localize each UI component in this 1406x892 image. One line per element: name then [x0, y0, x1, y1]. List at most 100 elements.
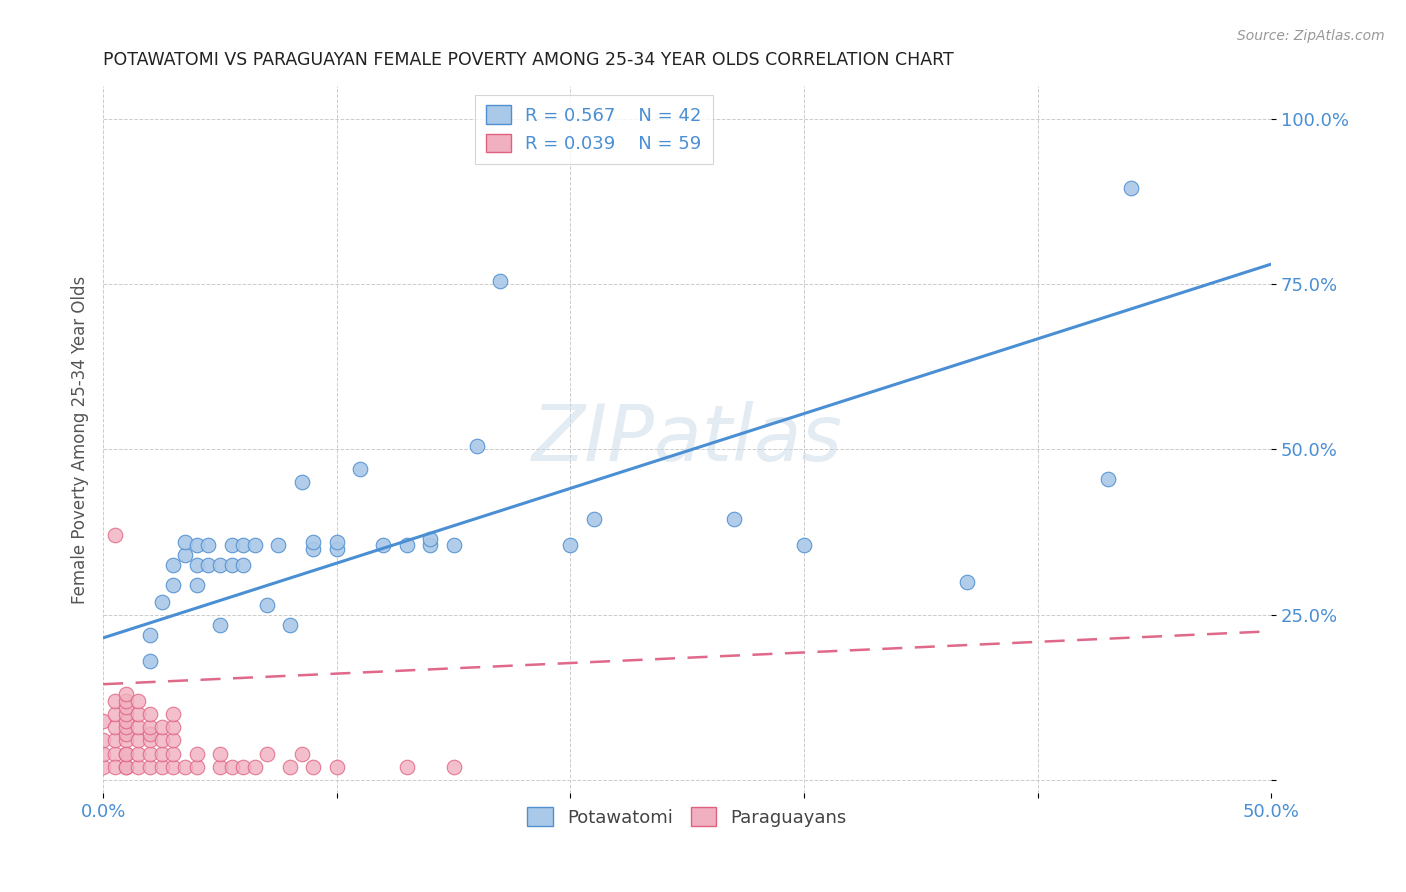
- Point: [278, 617, 301, 632]
- Point: [243, 760, 266, 774]
- Point: [162, 720, 184, 734]
- Point: [91, 733, 114, 747]
- Point: [395, 538, 418, 552]
- Point: [489, 274, 512, 288]
- Point: [325, 541, 347, 556]
- Point: [115, 687, 138, 701]
- Point: [127, 720, 149, 734]
- Text: ZIPatlas: ZIPatlas: [531, 401, 842, 477]
- Point: [127, 747, 149, 761]
- Point: [173, 535, 195, 549]
- Point: [302, 535, 325, 549]
- Point: [139, 727, 162, 741]
- Point: [104, 733, 127, 747]
- Point: [115, 700, 138, 714]
- Point: [186, 747, 208, 761]
- Y-axis label: Female Poverty Among 25-34 Year Olds: Female Poverty Among 25-34 Year Olds: [72, 276, 89, 604]
- Point: [150, 594, 173, 608]
- Point: [302, 760, 325, 774]
- Point: [395, 760, 418, 774]
- Point: [208, 760, 231, 774]
- Point: [373, 538, 395, 552]
- Point: [221, 538, 243, 552]
- Point: [115, 760, 138, 774]
- Point: [349, 462, 371, 476]
- Point: [243, 538, 266, 552]
- Point: [127, 694, 149, 708]
- Point: [115, 747, 138, 761]
- Point: [139, 706, 162, 721]
- Text: POTAWATOMI VS PARAGUAYAN FEMALE POVERTY AMONG 25-34 YEAR OLDS CORRELATION CHART: POTAWATOMI VS PARAGUAYAN FEMALE POVERTY …: [103, 51, 953, 69]
- Point: [115, 694, 138, 708]
- Point: [291, 475, 314, 490]
- Point: [325, 535, 347, 549]
- Point: [956, 574, 979, 589]
- Point: [139, 760, 162, 774]
- Point: [221, 760, 243, 774]
- Point: [186, 760, 208, 774]
- Point: [278, 760, 301, 774]
- Point: [127, 706, 149, 721]
- Point: [232, 558, 254, 573]
- Point: [139, 654, 162, 668]
- Point: [582, 512, 605, 526]
- Point: [443, 760, 465, 774]
- Point: [208, 747, 231, 761]
- Point: [104, 528, 127, 542]
- Point: [221, 558, 243, 573]
- Point: [173, 548, 195, 562]
- Point: [115, 714, 138, 728]
- Point: [1097, 472, 1119, 486]
- Point: [104, 694, 127, 708]
- Point: [162, 558, 184, 573]
- Point: [150, 733, 173, 747]
- Point: [419, 538, 441, 552]
- Point: [173, 760, 195, 774]
- Point: [115, 733, 138, 747]
- Point: [1119, 181, 1142, 195]
- Point: [139, 627, 162, 641]
- Point: [162, 578, 184, 592]
- Point: [197, 558, 219, 573]
- Point: [104, 747, 127, 761]
- Point: [139, 747, 162, 761]
- Point: [115, 760, 138, 774]
- Point: [150, 747, 173, 761]
- Legend: Potawatomi, Paraguayans: Potawatomi, Paraguayans: [520, 800, 855, 834]
- Point: [115, 706, 138, 721]
- Point: [291, 747, 314, 761]
- Point: [150, 760, 173, 774]
- Point: [419, 532, 441, 546]
- Point: [186, 538, 208, 552]
- Point: [91, 747, 114, 761]
- Point: [115, 747, 138, 761]
- Point: [186, 558, 208, 573]
- Point: [256, 747, 278, 761]
- Point: [232, 538, 254, 552]
- Point: [104, 706, 127, 721]
- Point: [162, 747, 184, 761]
- Point: [115, 720, 138, 734]
- Point: [162, 733, 184, 747]
- Point: [443, 538, 465, 552]
- Point: [127, 733, 149, 747]
- Point: [723, 512, 745, 526]
- Point: [208, 558, 231, 573]
- Point: [560, 538, 582, 552]
- Point: [150, 720, 173, 734]
- Point: [139, 720, 162, 734]
- Point: [197, 538, 219, 552]
- Point: [267, 538, 290, 552]
- Point: [465, 439, 488, 453]
- Point: [115, 727, 138, 741]
- Point: [91, 760, 114, 774]
- Point: [232, 760, 254, 774]
- Point: [793, 538, 815, 552]
- Point: [302, 541, 325, 556]
- Point: [162, 760, 184, 774]
- Point: [139, 733, 162, 747]
- Point: [325, 760, 347, 774]
- Point: [186, 578, 208, 592]
- Text: Source: ZipAtlas.com: Source: ZipAtlas.com: [1237, 29, 1385, 44]
- Point: [104, 720, 127, 734]
